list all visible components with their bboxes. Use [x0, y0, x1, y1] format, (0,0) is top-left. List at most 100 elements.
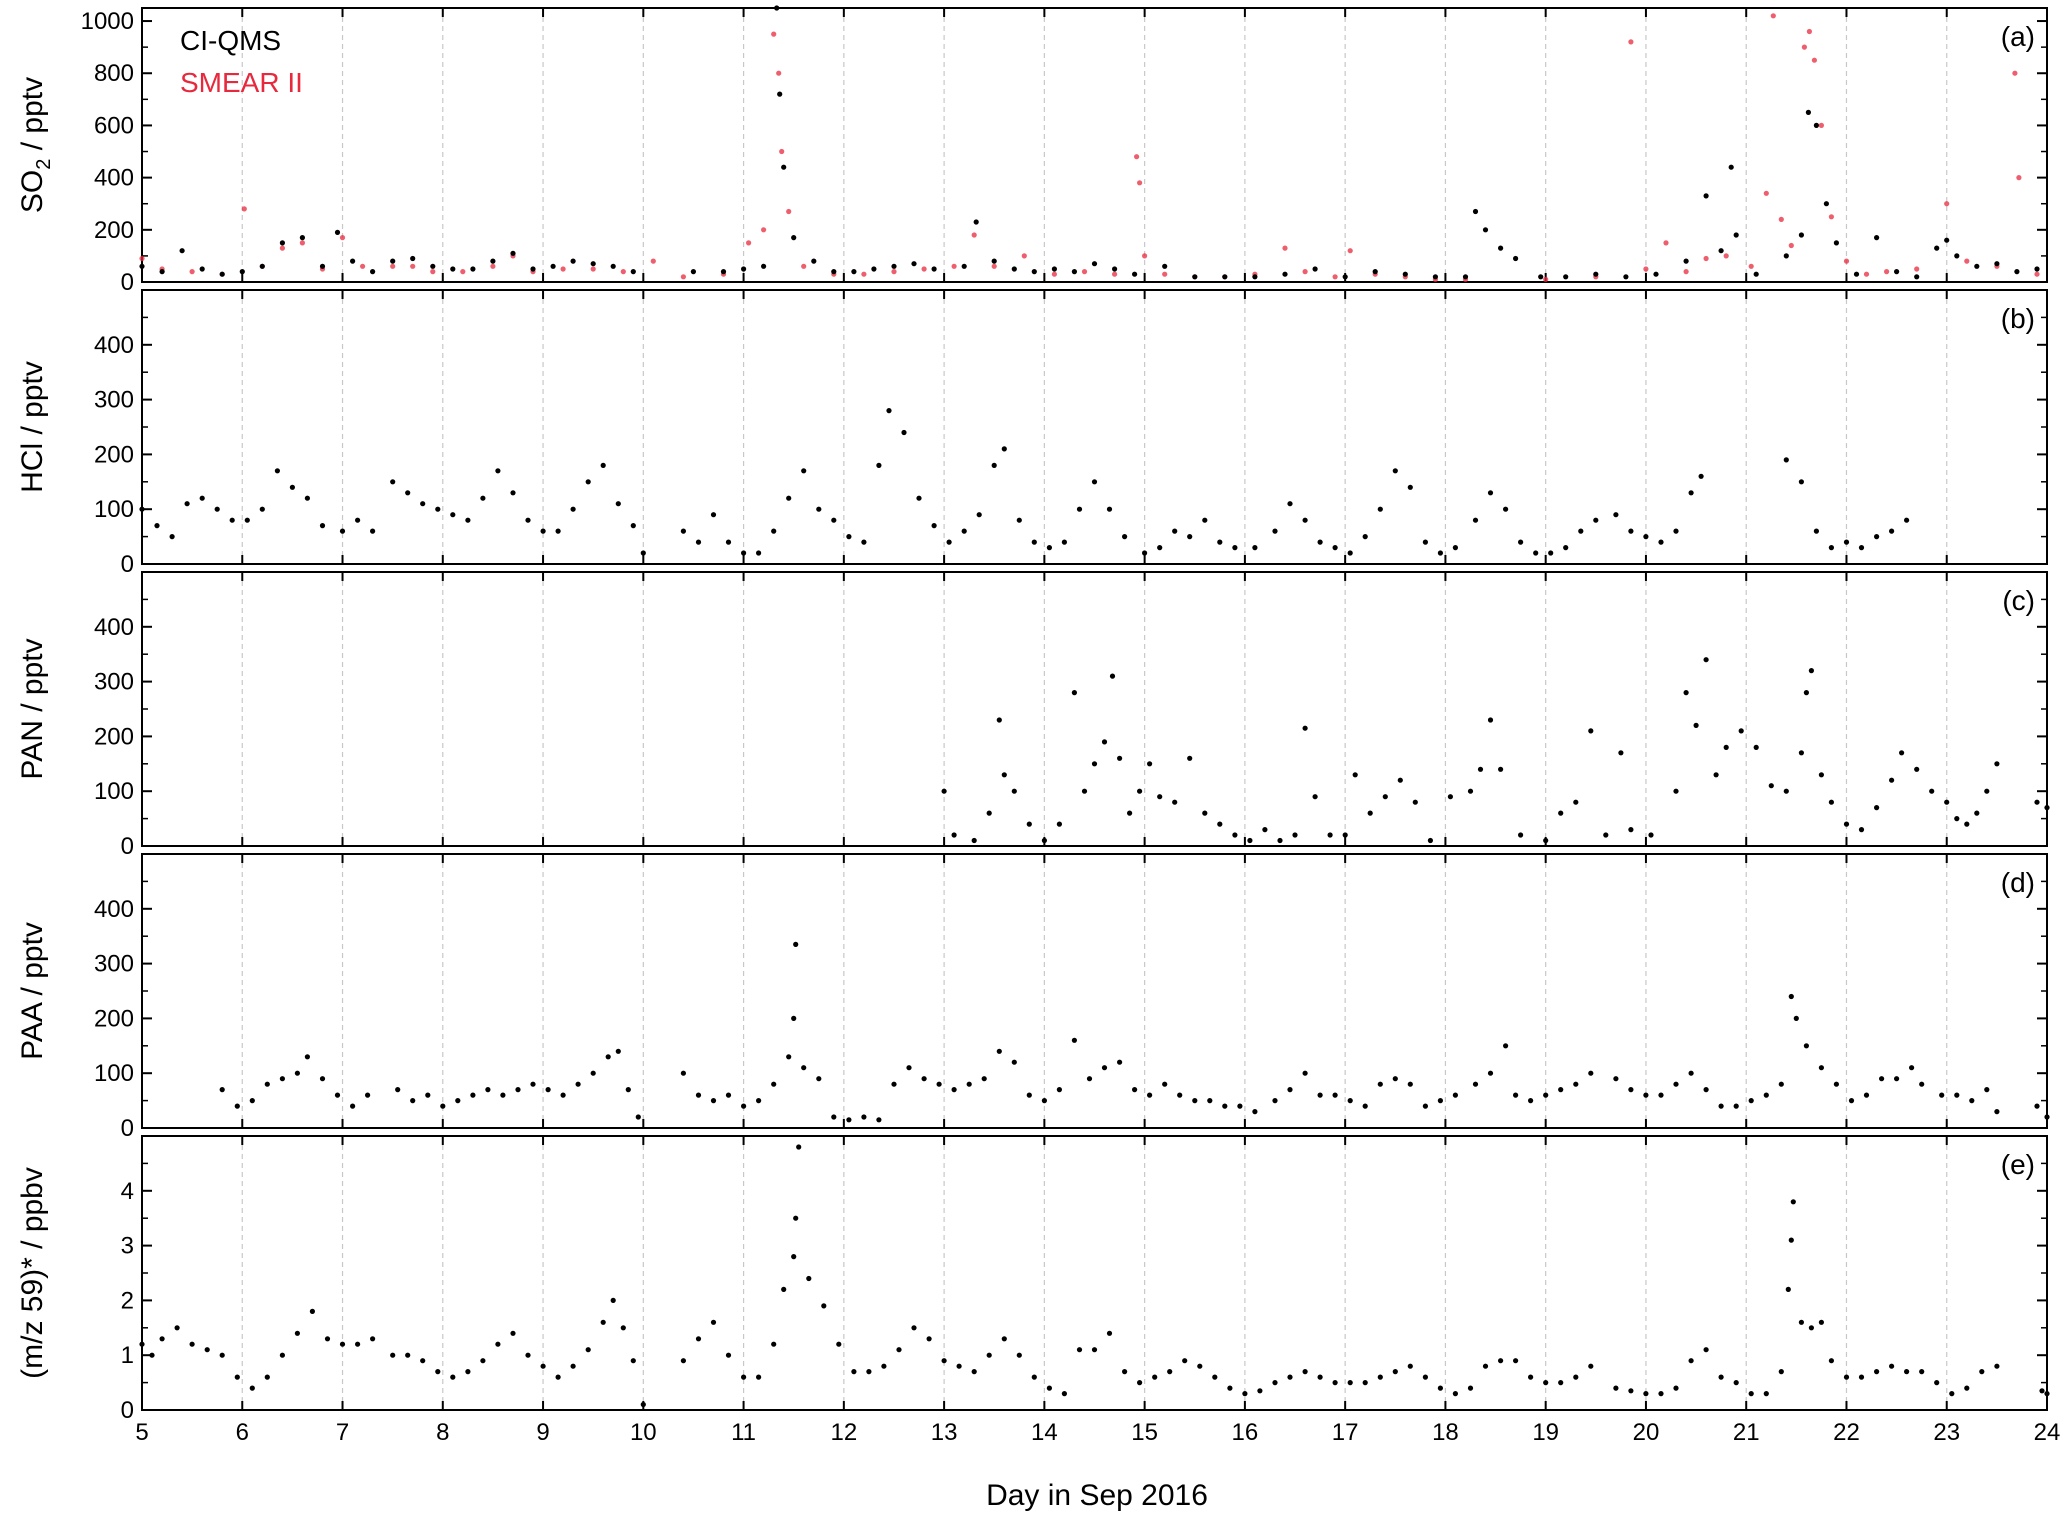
data-point: [1227, 1385, 1233, 1391]
data-point: [1272, 1098, 1278, 1104]
data-point: [1748, 1098, 1754, 1104]
data-point: [1548, 550, 1554, 556]
x-axis-title: Day in Sep 2016: [986, 1479, 1208, 1512]
data-point: [1563, 545, 1569, 551]
data-point: [635, 1114, 641, 1120]
data-point: [229, 517, 235, 523]
data-point: [1076, 1347, 1083, 1353]
y-axis-title: (m/z 59)* / ppbv: [16, 1167, 49, 1379]
data-point: [430, 263, 436, 269]
data-point: [1091, 761, 1098, 767]
data-point: [1828, 799, 1834, 805]
data-point: [1573, 799, 1579, 805]
data-point: [1437, 1385, 1443, 1391]
data-point: [1984, 1087, 1990, 1093]
data-point: [370, 528, 376, 534]
data-point: [831, 1114, 837, 1120]
data-point: [911, 261, 917, 267]
x-tick-label: 21: [1733, 1419, 1760, 1446]
data-point: [450, 266, 456, 272]
data-point: [219, 1087, 225, 1093]
y-axis-title: SO2 / pptv: [16, 77, 55, 213]
data-point: [1106, 506, 1113, 512]
data-point: [851, 1369, 857, 1375]
data-point: [1162, 1081, 1168, 1087]
data-point: [1207, 1098, 1213, 1104]
data-point: [1332, 1092, 1338, 1098]
data-point: [1132, 1087, 1138, 1093]
data-point: [615, 1048, 621, 1054]
data-point: [1949, 1391, 1955, 1397]
data-point: [1237, 1103, 1243, 1109]
y-tick-label: 100: [94, 1060, 134, 1087]
data-point: [1964, 821, 1970, 827]
data-point: [921, 266, 927, 272]
data-point: [876, 1117, 882, 1123]
data-point: [1593, 517, 1599, 523]
y-tick-label: 200: [94, 441, 134, 468]
data-point: [139, 1341, 145, 1347]
data-point: [590, 266, 596, 272]
data-point: [1134, 154, 1140, 160]
data-point: [1785, 1286, 1791, 1292]
data-point: [1818, 122, 1824, 128]
data-point: [219, 1352, 225, 1358]
data-point: [1658, 539, 1664, 545]
data-point: [2016, 175, 2022, 181]
data-point: [976, 512, 982, 518]
data-point: [779, 148, 785, 155]
data-point: [971, 232, 977, 238]
data-point: [931, 266, 937, 272]
plot-frame: [141, 289, 2048, 565]
data-point: [1312, 794, 1318, 800]
data-point: [1944, 799, 1950, 805]
y-tick-label: 0: [121, 833, 134, 860]
data-point: [1538, 274, 1544, 280]
data-point: [1112, 271, 1118, 277]
data-point: [465, 517, 471, 523]
data-point: [725, 539, 732, 545]
data-point: [410, 263, 416, 269]
data-point: [1518, 832, 1524, 838]
data-point: [916, 495, 922, 501]
y-tick-label: 4: [121, 1178, 134, 1205]
data-point: [570, 1363, 576, 1369]
data-point: [1628, 528, 1634, 534]
y-axis-title: PAN / pptv: [16, 638, 49, 779]
panel-d: 0 100 200 300 400 PAA / pptv (d): [16, 853, 2050, 1142]
data-point: [309, 1308, 315, 1314]
data-point: [1693, 722, 1699, 729]
data-point: [1467, 1385, 1474, 1391]
data-point: [1026, 821, 1032, 827]
y-tick-label: 0: [121, 269, 134, 296]
x-tick-label: 12: [830, 1419, 857, 1446]
data-point: [793, 941, 799, 948]
data-point: [1783, 788, 1789, 794]
data-point: [1109, 673, 1116, 679]
data-point: [319, 263, 326, 269]
data-point: [274, 468, 280, 474]
data-point: [1879, 1076, 1885, 1082]
panel-e: 0 1 2 3 4 (m/z 59)* / ppbv (e): [16, 1135, 2050, 1424]
data-point: [1262, 827, 1268, 833]
data-point: [1818, 1065, 1824, 1071]
data-point: [550, 263, 556, 269]
data-point: [1673, 1385, 1679, 1391]
data-point: [931, 523, 937, 529]
data-point: [781, 164, 787, 170]
data-point: [1482, 1363, 1489, 1369]
data-point: [1628, 1087, 1634, 1093]
data-point: [861, 539, 867, 545]
data-point: [1618, 750, 1624, 756]
data-point: [725, 1352, 732, 1358]
data-point: [986, 1352, 992, 1358]
data-point: [1056, 821, 1062, 827]
data-point: [1392, 1369, 1398, 1375]
series-data: [139, 408, 1910, 556]
data-point: [1287, 501, 1293, 507]
data-point: [710, 512, 717, 518]
data-point: [1558, 1380, 1564, 1386]
data-point: [1964, 1385, 1970, 1391]
data-point: [1051, 271, 1057, 277]
y-tick-label: 0: [121, 1115, 134, 1142]
